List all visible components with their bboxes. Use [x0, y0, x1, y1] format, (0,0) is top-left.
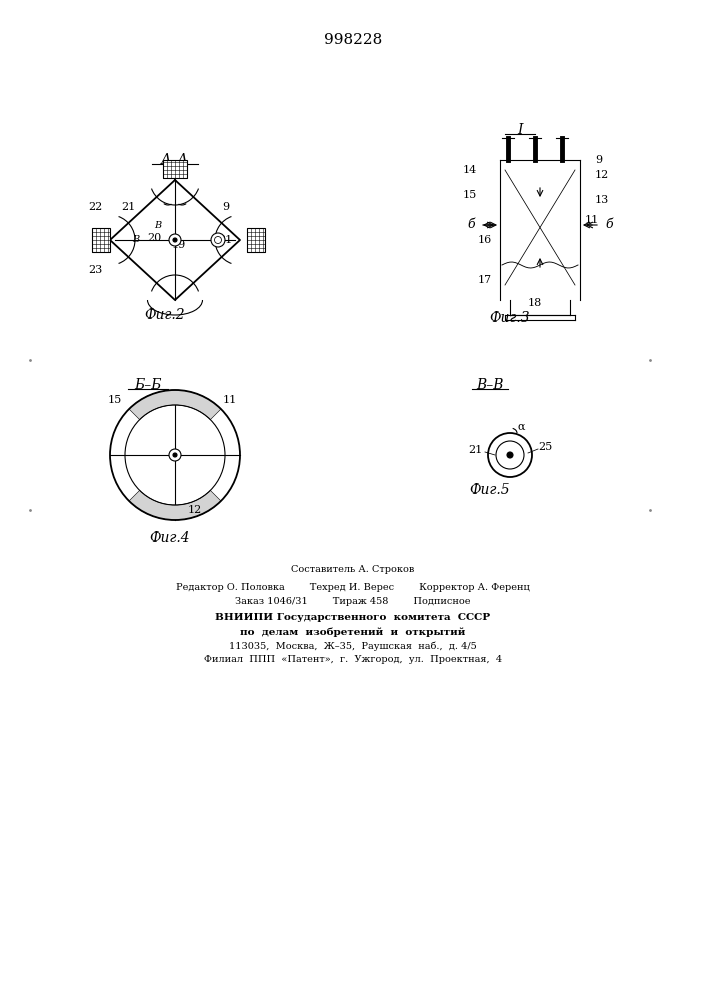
Text: В–В: В–В [477, 378, 504, 392]
Text: 9: 9 [222, 202, 229, 212]
Circle shape [169, 234, 181, 246]
Text: 13: 13 [595, 195, 609, 205]
Text: 113035,  Москва,  Ж–35,  Раушская  наб.,  д. 4/5: 113035, Москва, Ж–35, Раушская наб., д. … [229, 641, 477, 651]
Circle shape [169, 449, 181, 461]
Circle shape [214, 236, 221, 243]
Text: Б–Б: Б–Б [134, 378, 162, 392]
Circle shape [507, 452, 513, 458]
Text: 15: 15 [463, 190, 477, 200]
Text: б: б [467, 219, 475, 232]
Text: 17: 17 [478, 275, 492, 285]
Text: Редактор О. Половка        Техред И. Верес        Корректор А. Ференц: Редактор О. Половка Техред И. Верес Корр… [176, 584, 530, 592]
Text: Филиал  ППП  «Патент»,  г.  Ужгород,  ул.  Проектная,  4: Филиал ППП «Патент», г. Ужгород, ул. Про… [204, 656, 502, 664]
Text: 25: 25 [538, 442, 552, 452]
Wedge shape [129, 390, 221, 420]
Text: 11: 11 [223, 395, 237, 405]
Text: В: В [132, 235, 139, 244]
Text: 14: 14 [463, 165, 477, 175]
Wedge shape [129, 490, 221, 520]
Text: 21: 21 [121, 202, 135, 212]
Text: 18: 18 [528, 298, 542, 308]
Text: 22: 22 [88, 202, 102, 212]
Text: Фиг.4: Фиг.4 [150, 531, 190, 545]
Circle shape [211, 233, 225, 247]
Text: 11: 11 [585, 215, 600, 225]
Text: 19: 19 [172, 240, 186, 250]
Text: α: α [518, 422, 525, 432]
Text: ВНИИПИ Государственного  комитета  СССР: ВНИИПИ Государственного комитета СССР [216, 613, 491, 622]
Text: Фиг.3: Фиг.3 [490, 311, 530, 325]
Text: 15: 15 [108, 395, 122, 405]
Text: А–А: А–А [161, 153, 189, 167]
Text: 16: 16 [478, 235, 492, 245]
Circle shape [173, 238, 177, 242]
Bar [163, 160, 187, 178]
Bar [92, 228, 110, 252]
Text: по  делам  изобретений  и  открытий: по делам изобретений и открытий [240, 627, 466, 637]
Text: 20: 20 [148, 233, 162, 243]
Bar [247, 228, 265, 252]
Text: Заказ 1046/31        Тираж 458        Подписное: Заказ 1046/31 Тираж 458 Подписное [235, 597, 471, 606]
Text: I: I [518, 123, 522, 137]
Text: Фиг.2: Фиг.2 [145, 308, 185, 322]
Text: 21: 21 [218, 235, 233, 245]
Text: 12: 12 [188, 505, 202, 515]
Text: 998228: 998228 [324, 33, 382, 47]
Text: В: В [154, 221, 162, 230]
Text: 23: 23 [88, 265, 102, 275]
Text: 9: 9 [595, 155, 602, 165]
Text: Составитель А. Строков: Составитель А. Строков [291, 566, 414, 574]
Text: б: б [605, 219, 613, 232]
Text: 21: 21 [468, 445, 482, 455]
Text: Фиг.5: Фиг.5 [469, 483, 510, 497]
Text: 12: 12 [595, 170, 609, 180]
Circle shape [173, 453, 177, 457]
